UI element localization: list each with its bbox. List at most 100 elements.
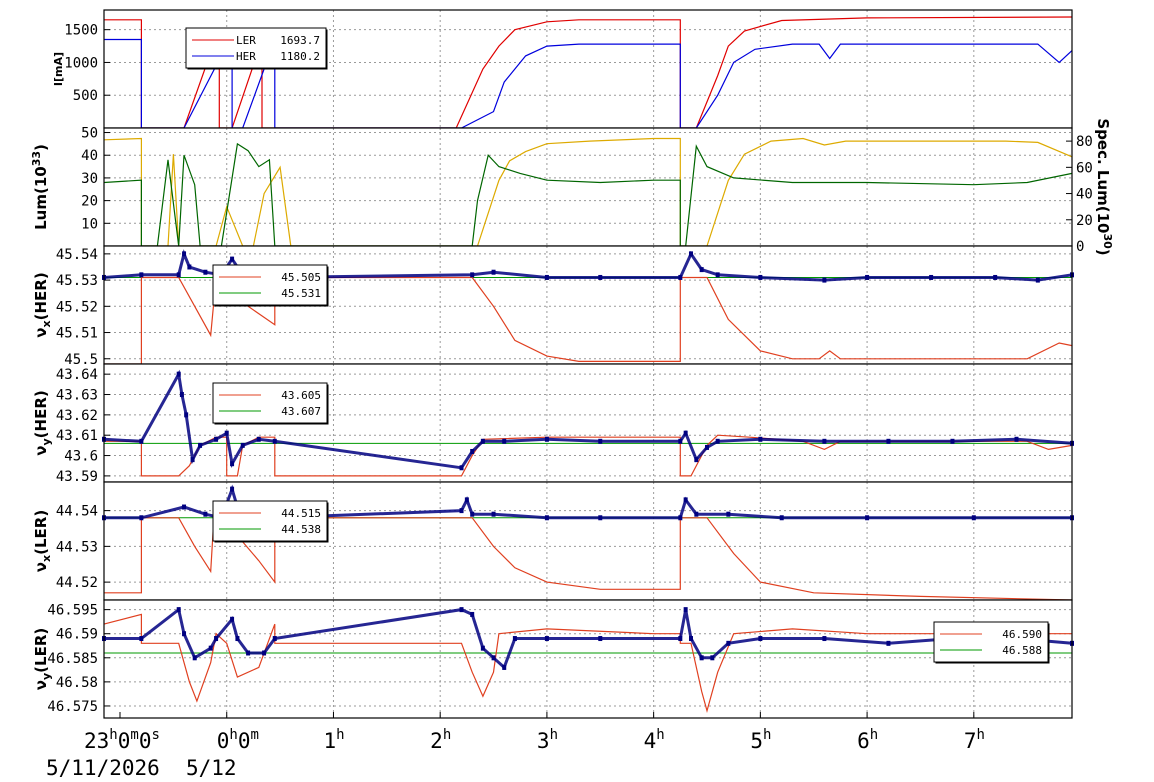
series-measured-trace	[103, 249, 1073, 282]
y-tick-label: 46.575	[47, 699, 98, 715]
x-tick-label-part: 1	[323, 729, 336, 753]
series-set	[104, 517, 1073, 601]
legend: 45.505 45.531	[212, 264, 329, 307]
y-axis-label-text: ν	[32, 327, 50, 337]
y-tick-label: 43.64	[56, 367, 98, 383]
y-axis-label-text: ν	[32, 562, 50, 572]
legend-entry-name: LER	[236, 34, 256, 47]
x-tick-label: 3h	[537, 727, 558, 753]
series-measured-trace	[103, 369, 1073, 470]
legend-entry-value: 44.538	[281, 523, 321, 536]
x-tick-label-part: m	[130, 727, 138, 743]
y-axis-label-subscript: y	[40, 673, 53, 680]
x-tick-label-part: 0	[217, 729, 230, 753]
x-tick-label-part: h	[336, 727, 344, 743]
legend: 43.605 43.607	[212, 382, 329, 425]
y-axis-label-subscript: y	[40, 438, 53, 445]
y-axis-label-suffix: (LER)	[32, 628, 50, 673]
right-y-tick-label: 40	[1076, 187, 1093, 203]
y-tick-label: 40	[81, 148, 98, 164]
y-tick-label: 46.58	[56, 675, 98, 691]
x-tick-label-part: h	[763, 727, 771, 743]
legend-entry-value: 43.607	[281, 405, 321, 418]
y-tick-label: 43.61	[56, 428, 98, 444]
y-tick-label: 45.5	[64, 352, 98, 368]
right-y-tick-label: 60	[1076, 160, 1093, 176]
y-tick-label: 1500	[64, 23, 98, 39]
y-tick-label: 45.51	[56, 326, 98, 342]
x-tick-label: 0h0m	[217, 727, 259, 753]
legend-entry-value: 44.515	[281, 507, 321, 520]
legend: LER 1693.7 HER 1180.2	[185, 27, 328, 70]
y-tick-label: 10	[81, 216, 98, 232]
x-tick-label-part: 3	[537, 729, 550, 753]
right-y-tick-label: 80	[1076, 134, 1093, 150]
y-axis-label: Lum(1033)	[30, 144, 50, 230]
legend-entry-value: 45.505	[281, 271, 321, 284]
y-axis-label-subscript: x	[40, 320, 53, 327]
legend-entry-name: HER	[236, 50, 256, 63]
series-set	[103, 613, 1072, 714]
x-tick-label-part: 6	[857, 729, 870, 753]
x-tick-label: 1h	[323, 727, 344, 753]
y-axis-label-suffix: )	[32, 144, 50, 151]
series-lum	[103, 142, 1073, 247]
date-label-start: 5/11/2026	[46, 756, 160, 780]
x-tick-label: 5h	[750, 727, 771, 753]
x-axis: 23h0m0s 0h0m 1h 2h 3h 4h 5h 6h 7h5/11/2026 5/12	[46, 712, 985, 780]
y-axis-label: νx(LER)	[32, 510, 53, 572]
y-tick-label: 46.585	[47, 651, 98, 667]
x-tick-label-part: h	[109, 727, 117, 743]
x-tick-label-part: h	[976, 727, 984, 743]
legend-entry-value: 43.605	[281, 389, 321, 402]
x-tick-label-part: h	[229, 727, 237, 743]
legend-entry-value: 45.531	[281, 287, 321, 300]
y-axis-label-subscript: x	[40, 555, 53, 562]
legend: 44.515 44.538	[212, 500, 329, 543]
legend-box	[212, 382, 328, 424]
y-tick-label: 43.6	[64, 449, 98, 465]
y-axis-label-suffix: (HER)	[32, 390, 50, 438]
series-measured-trace	[104, 606, 1073, 670]
y-axis-label-text: ν	[32, 680, 50, 690]
y-axis-label-suffix: (LER)	[32, 510, 50, 555]
legend-box	[933, 621, 1049, 663]
plot-frame	[103, 599, 1073, 719]
plot-area	[104, 600, 1072, 718]
panel-luminosity: 10 20 30 40 50 Lum(1033) 0 20 40 60 80 Spec. Lum(10…	[30, 118, 1114, 255]
y-tick-label: 20	[81, 194, 98, 210]
legend-entry-value: 46.590	[1002, 628, 1042, 641]
x-tick-label-part: h	[550, 727, 558, 743]
y-tick-label: 46.59	[56, 627, 98, 643]
right-y-axis-label: Spec. Lum(1030)	[1094, 118, 1114, 255]
x-tick-label: 23h0m0s	[84, 727, 160, 753]
y-tick-label: 44.52	[56, 575, 98, 591]
legend-box	[212, 264, 328, 306]
y-tick-label: 50	[81, 126, 98, 142]
y-tick-label: 44.53	[56, 539, 98, 555]
right-y-tick-label: 0	[1076, 239, 1084, 255]
y-tick-label: 500	[73, 88, 98, 104]
y-axis-label-text: ν	[32, 446, 50, 456]
x-tick-label-part: 4	[644, 729, 657, 753]
y-tick-label: 1000	[64, 55, 98, 71]
right-y-axis-label-text: Spec. Lum(10	[1094, 118, 1112, 233]
y-axis-label: I[mA]	[52, 52, 65, 86]
x-tick-label-part: h	[443, 727, 451, 743]
y-axis-label-text: I[mA]	[52, 52, 65, 86]
x-tick-label: 7h	[964, 727, 985, 753]
x-tick-label-part: m	[250, 727, 258, 743]
legend-entry-value: 1180.2	[280, 50, 320, 63]
x-tick-label-part: 2	[430, 729, 443, 753]
date-label-next: 5/12	[186, 756, 237, 780]
y-tick-label: 45.53	[56, 273, 98, 289]
right-y-axis-label-suffix: )	[1094, 249, 1112, 256]
x-tick-label-part: 23	[84, 729, 109, 753]
y-tick-label: 43.59	[56, 469, 98, 485]
y-tick-label: 44.54	[56, 504, 98, 520]
y-tick-label: 46.595	[47, 603, 98, 619]
